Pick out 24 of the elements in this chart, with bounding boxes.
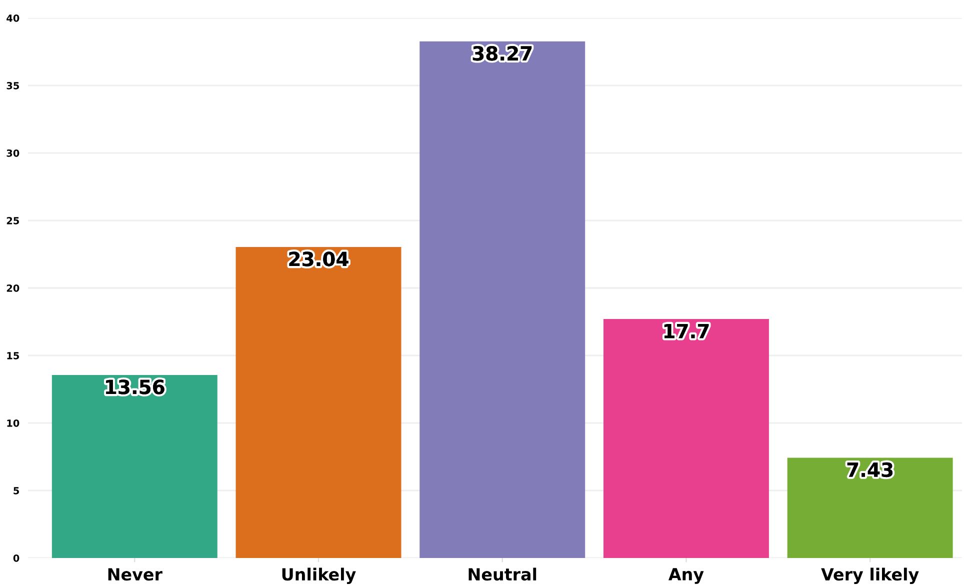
x-tick-label: Very likely <box>821 568 919 584</box>
x-tick-label: Never <box>108 568 162 581</box>
bar <box>787 458 953 558</box>
bar <box>52 374 218 558</box>
bar <box>420 41 586 558</box>
data-label: 13.56 <box>106 380 164 394</box>
data-label: 7.43 <box>847 462 893 478</box>
y-tick-label: 20 <box>6 284 20 292</box>
data-label: 17.7 <box>664 324 709 338</box>
data-label: 38.27 <box>472 46 532 61</box>
bar <box>236 246 402 558</box>
y-tick-label: 30 <box>6 149 20 157</box>
y-tick-label: 25 <box>6 216 19 224</box>
x-tick-label: Any <box>668 568 704 584</box>
data-label: 23.04 <box>289 252 348 266</box>
y-tick-label: 0 <box>13 554 20 562</box>
y-tick-label: 15 <box>7 352 19 360</box>
bar <box>603 319 769 558</box>
y-tick-label: 40 <box>6 14 20 22</box>
y-tick-label: 10 <box>7 419 20 427</box>
x-tick-label: Unlikely <box>282 568 356 584</box>
y-tick-label: 35 <box>6 82 19 90</box>
x-tick-label: Neutral <box>468 568 536 581</box>
y-tick-label: 5 <box>14 487 19 494</box>
